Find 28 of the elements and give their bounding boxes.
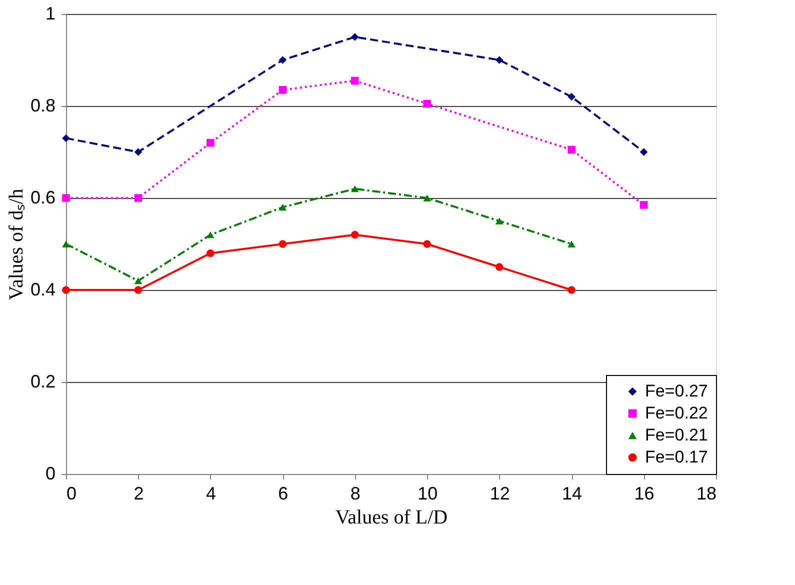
point [351,76,359,85]
legend-label: Fe=0.21 [645,426,708,444]
legend-label: Fe=0.22 [645,404,708,422]
y-tick-label: 0.4 [30,280,56,300]
x-tick-label: 2 [134,484,144,504]
point [62,194,70,202]
x-tick-label: 10 [418,484,438,504]
y-tick-label: 0.2 [30,372,56,392]
x-tick-label: 12 [490,484,510,504]
x-tick-label: 4 [206,484,216,504]
x-tick-label: 6 [278,484,288,504]
point [640,201,648,209]
x-tick-label: 8 [350,484,360,504]
x-tick-label: 18 [696,484,716,504]
y-tick-label: 1 [45,4,56,24]
x-axis-title: Values of L/D [335,506,448,528]
x-tick-label: 0 [66,484,77,504]
y-tick-label: 0.6 [30,188,56,208]
x-tick-label: 16 [634,484,654,504]
y-tick-label: 0 [45,464,56,484]
legend-label: Fe=0.27 [645,382,708,400]
point [423,100,431,108]
y-tick-label: 0.8 [30,96,56,116]
point [495,56,504,64]
x-tick-label: 14 [562,484,582,504]
y-axis-title: Values of dₛ/h [5,188,28,300]
point [568,240,576,248]
legend-label: Fe=0.17 [645,448,708,466]
